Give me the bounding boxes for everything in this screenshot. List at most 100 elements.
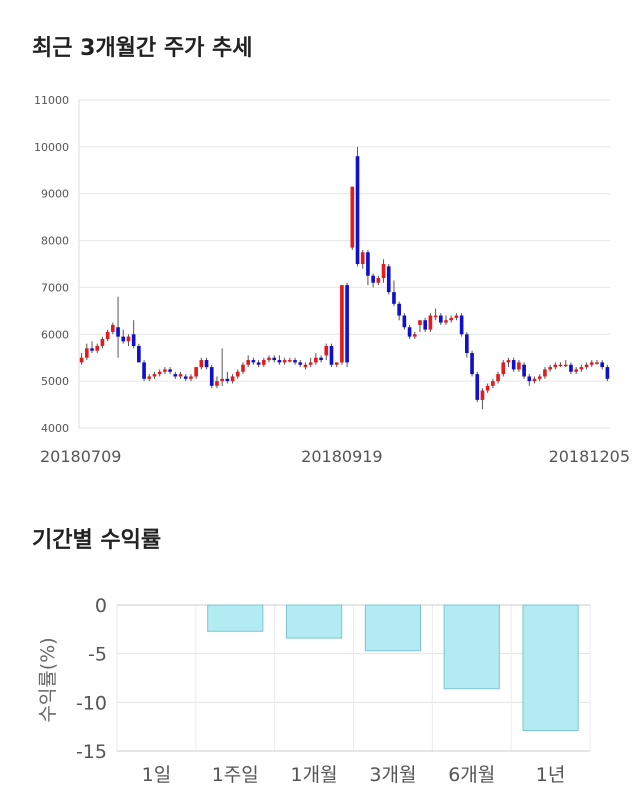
candle-body	[235, 371, 240, 377]
candle	[444, 315, 448, 325]
candle	[569, 362, 573, 375]
candle	[235, 369, 240, 379]
candle-body	[308, 362, 313, 365]
candle	[433, 308, 438, 321]
candle	[371, 273, 375, 288]
return-bar	[285, 604, 343, 639]
candle	[157, 369, 162, 377]
candle-body	[360, 252, 365, 264]
candle	[314, 353, 318, 365]
candle-body	[277, 360, 282, 363]
candle-body	[563, 364, 568, 367]
candle	[537, 374, 542, 382]
candle-body	[282, 360, 287, 363]
candle-body	[381, 264, 386, 279]
candle-body	[131, 334, 136, 346]
candle-body	[444, 320, 448, 323]
candle-body	[251, 360, 256, 363]
returns-x-tick-label: 6개월	[448, 764, 495, 786]
candle	[116, 296, 120, 358]
candle	[95, 343, 100, 354]
candle-body	[121, 336, 126, 342]
candle-body	[569, 364, 573, 372]
candle	[246, 355, 251, 368]
candle-body	[475, 374, 480, 400]
candle	[100, 336, 105, 349]
candle-body	[350, 186, 355, 248]
price-trend-title: 최근 3개월간 주가 추세	[32, 36, 253, 61]
candle	[454, 313, 459, 321]
candle	[548, 364, 552, 372]
candle-body	[428, 315, 433, 330]
candle-body	[178, 374, 183, 377]
candle-body	[376, 278, 381, 283]
candle	[90, 341, 94, 354]
candle-body	[465, 334, 469, 354]
candle-body	[261, 360, 266, 365]
candle	[527, 374, 532, 386]
candle-body	[386, 266, 391, 293]
candle-body	[298, 362, 303, 365]
candle-body	[584, 364, 589, 368]
candle-body	[397, 303, 401, 316]
candle-body	[433, 315, 438, 318]
candle-body	[100, 338, 105, 346]
candle	[465, 331, 469, 358]
candle-body	[314, 357, 318, 363]
candle-body	[522, 364, 526, 377]
return-bar	[207, 604, 264, 632]
candle	[605, 364, 610, 382]
candle-body	[517, 362, 521, 370]
candle	[407, 324, 412, 339]
candle	[282, 357, 287, 365]
candle-body	[496, 374, 500, 382]
candle	[261, 357, 266, 368]
candle-body	[215, 381, 219, 386]
returns-x-tick-label: 1일	[142, 764, 172, 786]
candle	[215, 376, 219, 389]
returns-x-axis: 1일 1주일 1개월 3개월 6개월 1년	[142, 764, 566, 786]
candle-body	[111, 324, 115, 332]
price-y-axis: 4000 5000 6000 7000 8000 9000 10000 11000	[34, 94, 69, 435]
candle	[272, 355, 277, 363]
candle	[194, 367, 198, 379]
price-y-tick-label: 5000	[41, 375, 69, 388]
candle	[366, 249, 370, 286]
candle	[402, 313, 407, 330]
candle	[183, 374, 188, 382]
candle	[329, 343, 334, 368]
candle	[438, 313, 443, 325]
candle	[355, 146, 360, 267]
candle-body	[600, 362, 605, 368]
candle	[574, 367, 578, 375]
candle-body	[511, 360, 516, 370]
candle-body	[579, 367, 584, 370]
returns-x-tick-label: 1주일	[212, 764, 259, 786]
candle-body	[303, 364, 308, 368]
candle-body	[605, 367, 610, 379]
candle	[178, 371, 183, 379]
candle-body	[527, 376, 532, 382]
candle	[173, 371, 178, 379]
candle	[288, 357, 292, 363]
candle-body	[595, 362, 599, 364]
candle	[423, 317, 428, 332]
returns-grid	[116, 604, 591, 752]
candle	[267, 355, 271, 363]
candle	[589, 360, 594, 368]
candle	[522, 362, 526, 379]
candle	[298, 360, 303, 368]
candle-body	[293, 360, 297, 363]
candle	[147, 374, 152, 382]
candle	[225, 371, 230, 384]
candle-body	[371, 275, 375, 283]
candle-body	[366, 252, 370, 276]
candle	[506, 357, 511, 368]
candle-body	[288, 360, 292, 362]
candle	[543, 367, 547, 379]
candle-body	[329, 346, 334, 365]
candle	[595, 360, 599, 365]
candle-body	[272, 357, 277, 361]
candle	[470, 350, 474, 377]
candle-body	[532, 378, 537, 382]
